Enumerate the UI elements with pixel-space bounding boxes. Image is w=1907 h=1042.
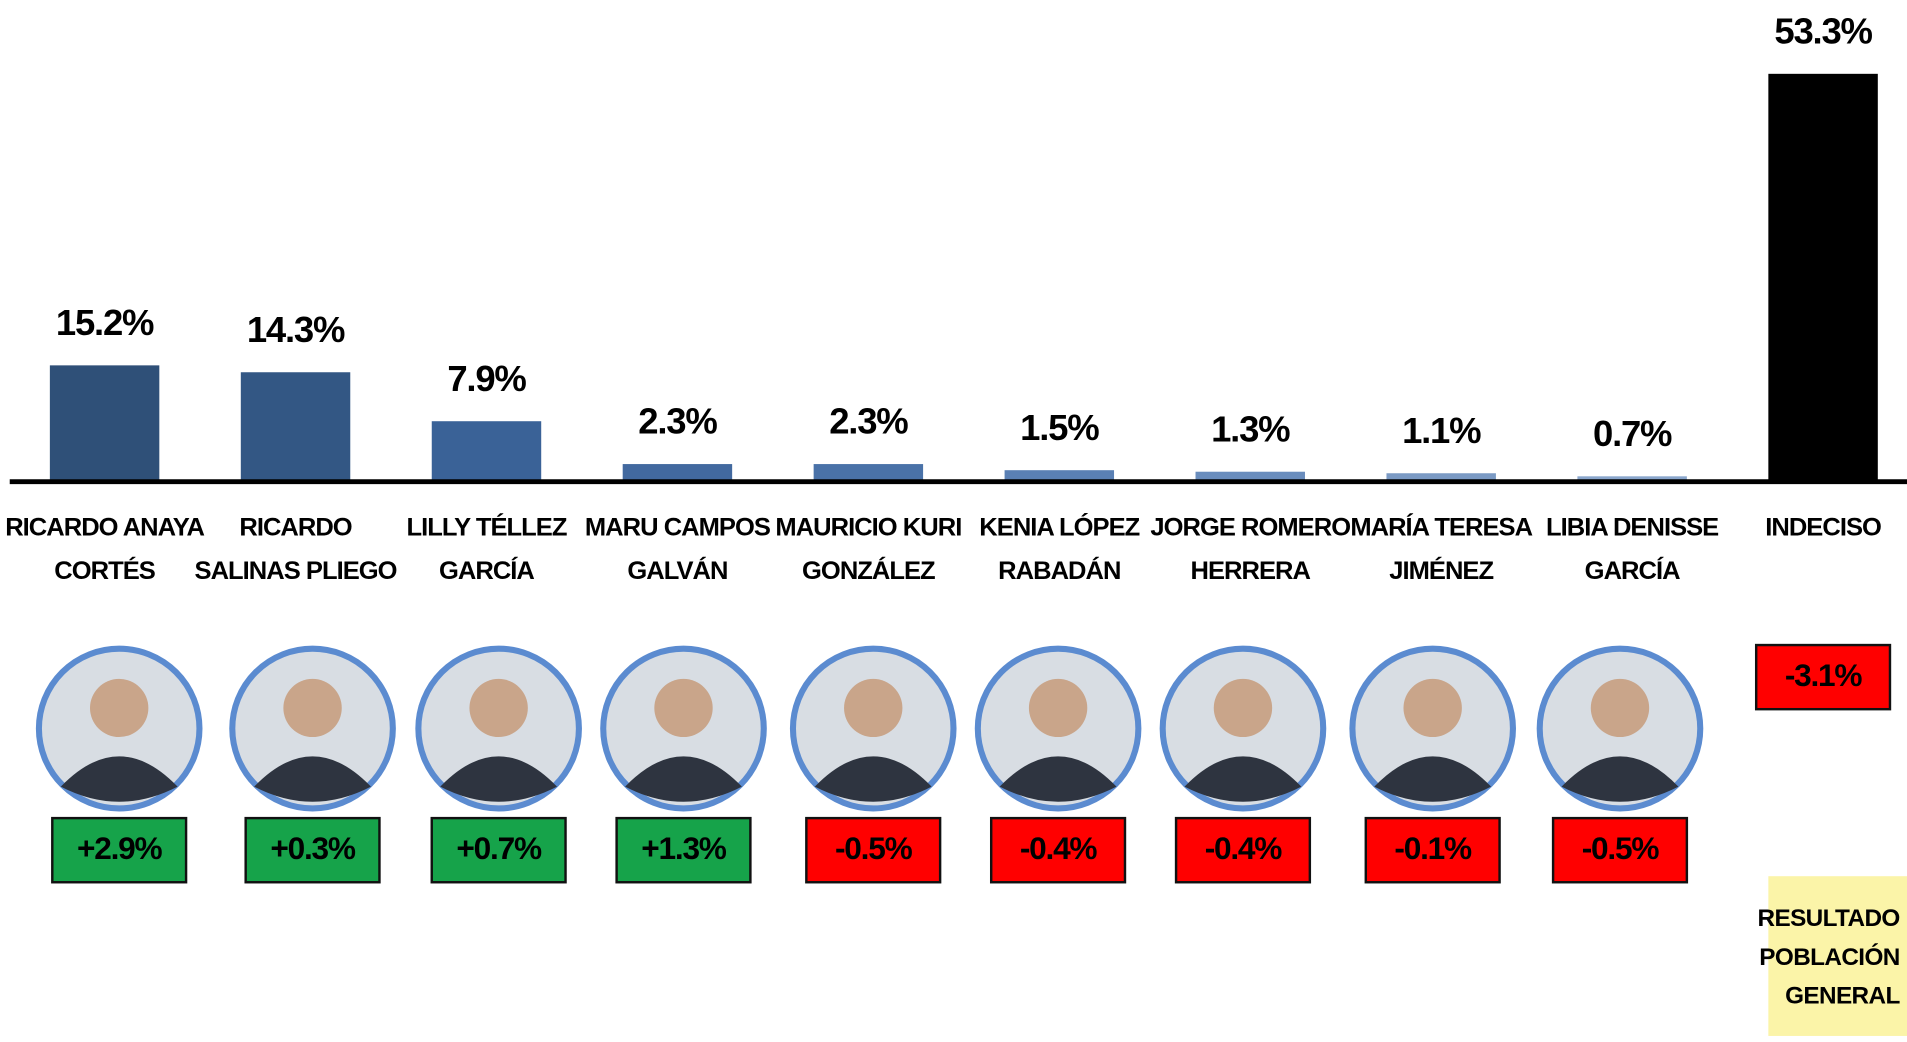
x-tick-label: LILLY TÉLLEZ [406,513,566,542]
photo-head [844,678,903,738]
change-badge [244,816,381,884]
photo-body [1374,756,1492,802]
change-label: +1.3% [641,830,727,866]
bar [1768,73,1878,482]
change-label: +0.3% [270,830,356,866]
x-tick-label: GARCÍA [1585,556,1680,585]
x-tick-label: JORGE ROMERO [1150,514,1350,542]
value-label: 53.3% [1774,11,1872,52]
note-line: POBLACIÓN [1759,943,1899,971]
bar [240,372,351,482]
photo-body [1184,756,1302,802]
change-badge [615,816,752,884]
value-label: 2.3% [829,401,908,442]
x-tick-label: RICARDO ANAYA [5,514,204,542]
photo-body [60,756,178,802]
change-label: -0.5% [1582,830,1660,866]
x-tick-label: MARÍA TERESA [1350,513,1532,542]
change-badge [430,816,567,884]
value-label: 2.3% [638,401,717,442]
photo-body [625,756,742,802]
x-tick-label: KENIA LÓPEZ [979,512,1139,542]
x-tick-label: RICARDO [239,514,351,542]
change-label: -0.4% [1205,830,1283,866]
x-tick-label: GARCÍA [439,556,534,585]
bar [1195,471,1305,482]
photo-body [254,756,371,802]
bar [1004,470,1115,482]
change-label: -0.4% [1020,830,1098,866]
x-tick-label: INDECISO [1765,514,1881,542]
x-tick-label: SALINAS PLIEGO [195,557,397,585]
change-badge [51,816,188,884]
value-label: 15.2% [56,302,154,343]
value-label: 0.7% [1593,413,1672,454]
x-tick-label: HERRERA [1191,557,1311,585]
change-badge [989,816,1127,884]
value-label: 1.5% [1020,407,1099,448]
x-tick-label: RABADÁN [998,556,1120,585]
x-tick-label: MAURICIO KURI [775,514,961,542]
photo-body [999,756,1117,802]
x-tick-label: GALVÁN [627,556,727,585]
x-tick-label: JIMÉNEZ [1389,556,1493,585]
note-box [1768,876,1907,1036]
value-label: 1.1% [1402,410,1481,451]
photo-head [89,678,149,738]
photo-head [283,678,342,738]
bar [1577,476,1687,482]
photo-head [654,678,713,738]
value-label: 14.3% [247,309,345,350]
bar [49,365,160,482]
change-label: +2.9% [77,830,163,866]
change-label: -3.1% [1785,657,1863,693]
value-label: 1.3% [1211,408,1290,449]
photo-head [1028,678,1088,738]
change-badge [1364,816,1501,884]
photo-body [440,756,558,802]
change-badge [1754,643,1892,711]
bar [1386,473,1496,482]
bar [622,464,733,482]
bar [813,464,924,482]
photo-head [1403,678,1462,738]
x-tick-label: CORTÉS [54,556,155,585]
change-badge [1551,816,1689,884]
x-tick-label: GONZÁLEZ [802,556,935,585]
note-line: RESULTADO [1758,905,1900,932]
photo-body [814,756,932,802]
note-line: GENERAL [1785,983,1900,1010]
change-label: +0.7% [456,830,542,866]
change-badge [805,816,942,884]
photo-body [1561,756,1679,802]
change-label: -0.1% [1394,830,1472,866]
photo-head [469,678,528,738]
value-label: 7.9% [447,358,526,399]
change-label: -0.5% [835,830,913,866]
change-badge [1174,816,1312,884]
x-tick-label: LIBIA DENISSE [1546,514,1718,542]
x-tick-label: MARU CAMPOS [585,514,770,542]
bar [431,421,542,482]
photo-head [1213,678,1273,738]
photo-head [1590,678,1650,738]
